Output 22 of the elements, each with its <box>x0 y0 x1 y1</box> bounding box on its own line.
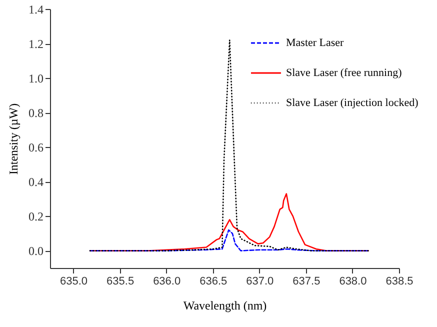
y-axis-title: Intensity (µW) <box>6 103 20 175</box>
y-tick-label: 1.4 <box>28 2 44 16</box>
legend-label: Master Laser <box>286 37 344 49</box>
x-tick-label: 637.5 <box>292 276 320 288</box>
y-tick-label: 0.0 <box>28 244 44 258</box>
x-tick-label: 638.0 <box>339 276 367 288</box>
y-tick-label: 0.2 <box>28 210 44 224</box>
y-tick-label: 1.2 <box>28 37 44 52</box>
y-tick-label: 0.6 <box>28 140 44 155</box>
legend-label: Slave Laser (free running) <box>286 67 402 79</box>
x-tick-label: 636.5 <box>200 276 228 288</box>
x-tick-label: 637.0 <box>246 276 274 288</box>
y-tick-label: 0.8 <box>28 106 44 120</box>
x-axis-title: Wavelength (nm) <box>183 298 267 312</box>
y-tick-label: 1.0 <box>28 72 44 86</box>
x-tick-label: 636.0 <box>153 276 181 288</box>
x-tick-label: 635.0 <box>60 276 88 288</box>
y-tick-label: 0.4 <box>28 175 44 190</box>
legend-label: Slave Laser (injection locked) <box>286 97 419 109</box>
x-tick-label: 635.5 <box>106 276 134 288</box>
x-tick-label: 638.5 <box>386 276 414 288</box>
line-series <box>89 229 369 252</box>
